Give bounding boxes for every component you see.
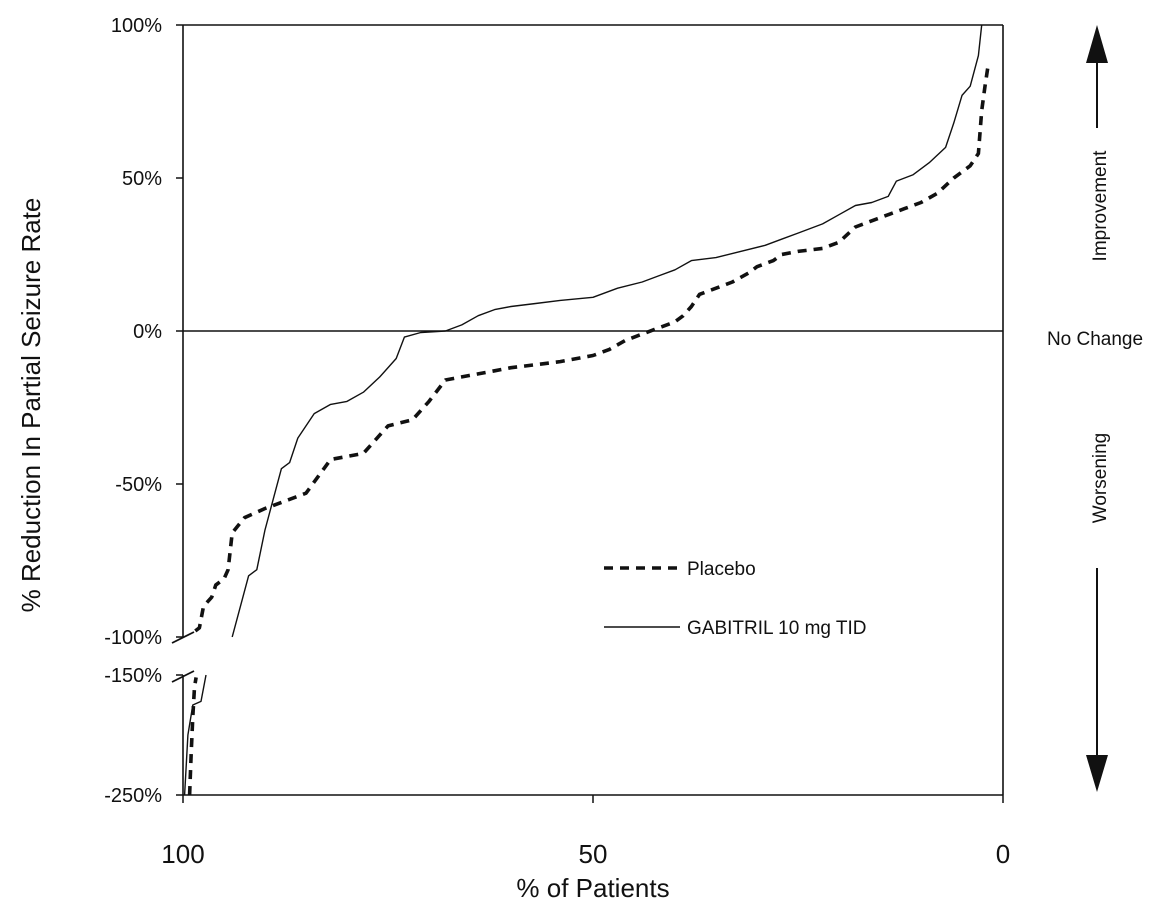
y-tick-label: -50% <box>115 474 162 496</box>
y-tick-label: -250% <box>104 785 162 807</box>
x-tick-label: 100 <box>161 839 204 869</box>
improvement-arrow <box>1086 25 1108 128</box>
y-tick-label: -100% <box>104 627 162 649</box>
y-axis-title: % Reduction In Partial Seizure Rate <box>16 198 46 613</box>
no-change-label: No Change <box>1047 329 1143 350</box>
y-tick-label: 0% <box>133 321 162 343</box>
y-tick-label: 50% <box>122 168 162 190</box>
x-tick-label: 0 <box>996 839 1010 869</box>
series-layer <box>185 25 989 795</box>
legend-label-gabitril: GABITRIL 10 mg TID <box>687 618 867 639</box>
worsening-label: Worsening <box>1090 433 1111 523</box>
legend: Placebo GABITRIL 10 mg TID <box>604 559 867 639</box>
x-tick-label: 50 <box>579 839 608 869</box>
x-axis-title: % of Patients <box>516 873 669 903</box>
series-line-placebo-upper <box>195 65 988 631</box>
worsening-arrow-head <box>1086 755 1108 792</box>
improvement-arrow-head <box>1086 25 1108 63</box>
worsening-arrow <box>1086 568 1108 792</box>
improvement-label: Improvement <box>1090 150 1111 262</box>
plot-frame <box>183 25 1003 795</box>
y-tick-label: 100% <box>111 15 162 37</box>
x-ticks: 100 50 0 <box>161 795 1010 869</box>
legend-label-placebo: Placebo <box>687 559 756 580</box>
y-tick-label: -150% <box>104 665 162 687</box>
series-line-placebo-lower <box>190 677 197 795</box>
y-ticks: 100% 50% 0% -50% -100% -150% -250% <box>104 15 183 807</box>
